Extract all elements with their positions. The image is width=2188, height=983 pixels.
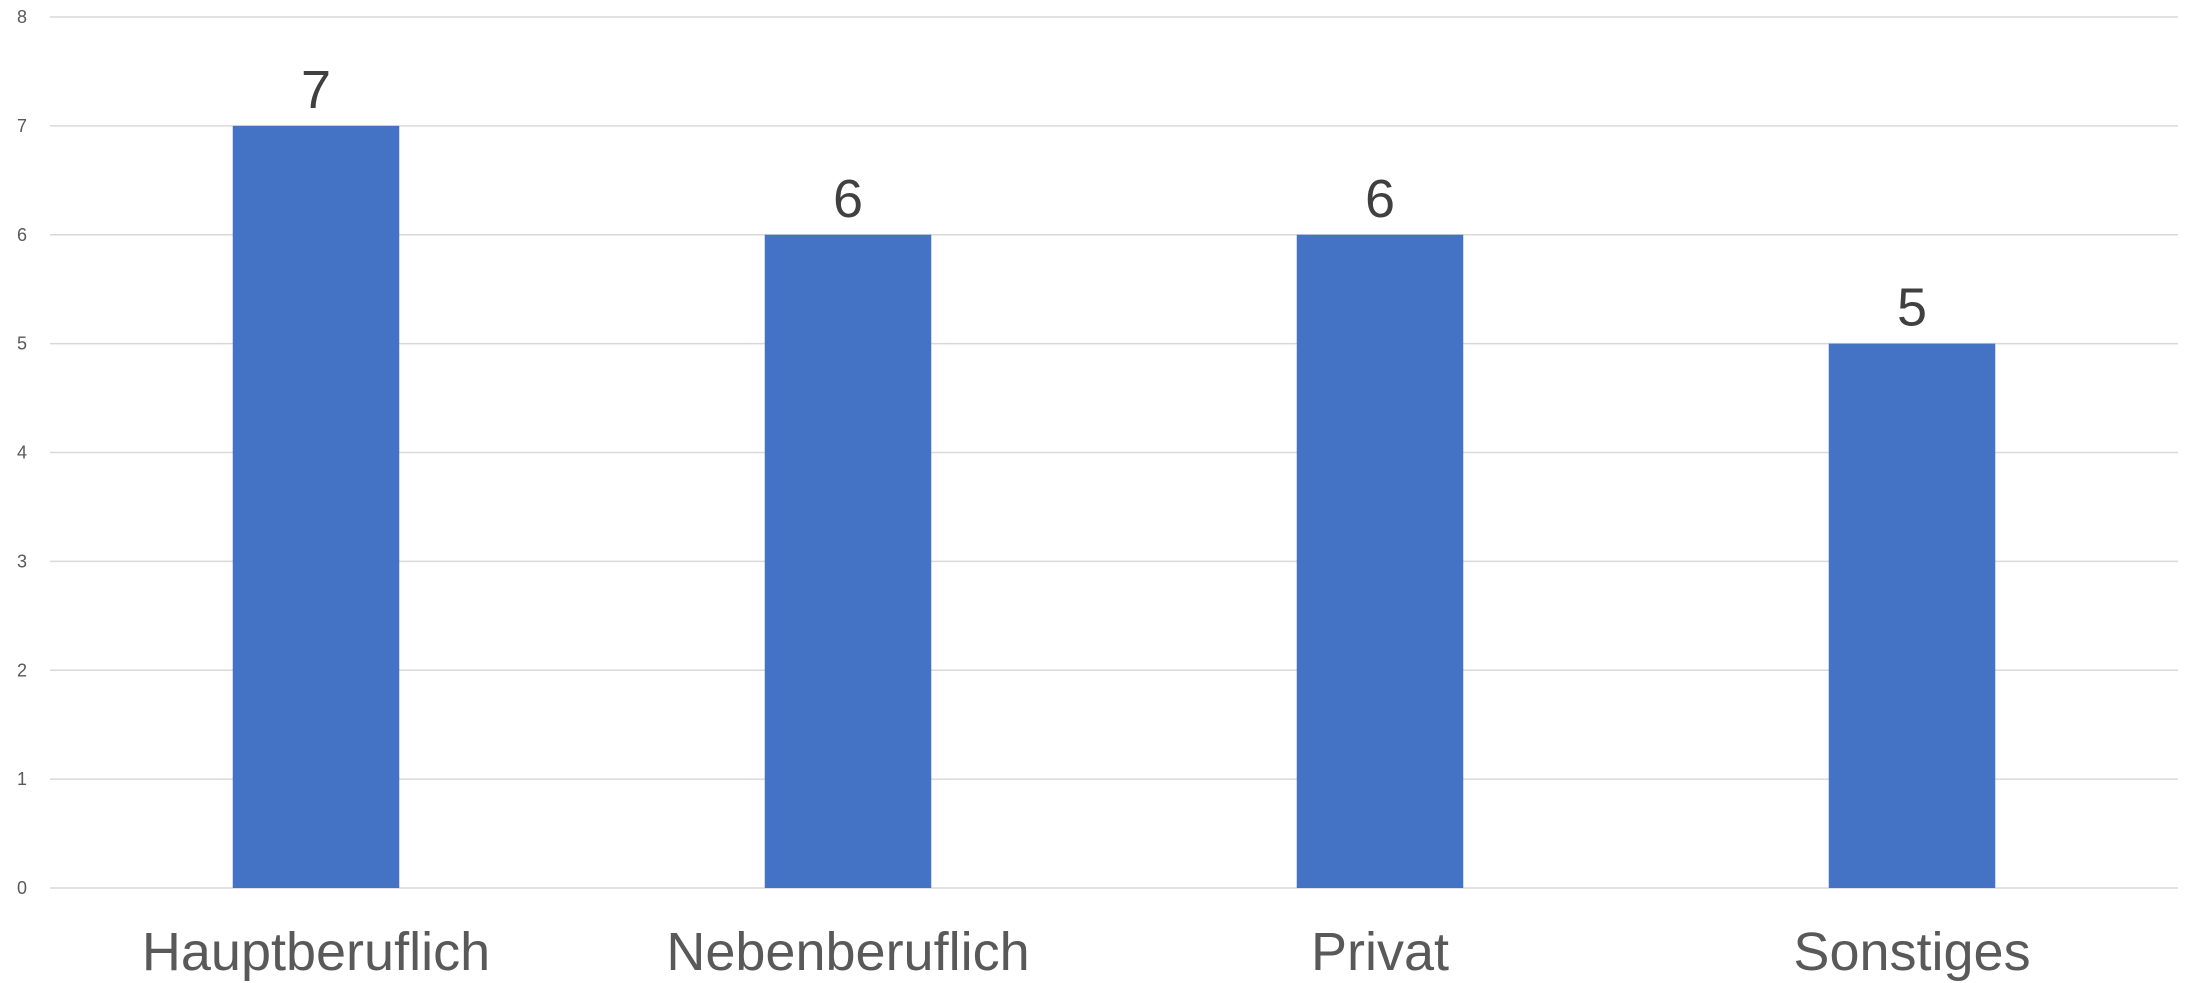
x-tick-label: Privat (1311, 922, 1449, 982)
y-axis-ticks: 0 1 2 3 4 5 6 7 8 (17, 7, 27, 898)
x-tick-label: Nebenberuflich (666, 922, 1029, 982)
y-tick-label: 2 (17, 660, 27, 680)
y-tick-label: 7 (17, 116, 27, 136)
y-tick-label: 0 (17, 878, 27, 898)
data-labels: 7 6 6 5 (301, 60, 1927, 338)
gridlines (50, 16, 2178, 889)
y-tick-label: 8 (17, 7, 27, 27)
bars (232, 125, 1996, 888)
x-tick-label: Hauptberuflich (142, 922, 490, 982)
x-axis-ticks: Hauptberuflich Nebenberuflich Privat Sonsti… (142, 922, 2031, 982)
x-tick-label: Sonstiges (1793, 922, 2030, 982)
y-tick-label: 4 (17, 443, 27, 463)
data-label: 5 (1897, 278, 1927, 338)
y-tick-label: 5 (17, 334, 27, 354)
y-tick-label: 6 (17, 225, 27, 245)
bar-hauptberuflich (232, 125, 400, 888)
data-label: 6 (1365, 169, 1395, 229)
data-label: 7 (301, 60, 331, 120)
y-tick-label: 3 (17, 551, 27, 571)
bar-nebenberuflich (764, 234, 932, 888)
y-tick-label: 1 (17, 769, 27, 789)
bar-sonstiges (1828, 343, 1996, 888)
bar-privat (1296, 234, 1464, 888)
data-label: 6 (833, 169, 863, 229)
